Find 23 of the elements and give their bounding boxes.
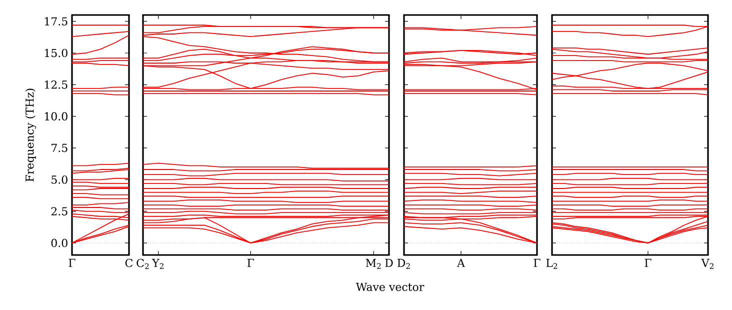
x-tick-label: D$_{2}$: [398, 258, 410, 269]
x-tick-label: M$_{2}$: [366, 258, 381, 269]
y-tick-label: 5.0: [52, 175, 68, 184]
x-tick-label: Γ: [644, 258, 652, 267]
x-tick-label: A: [456, 258, 466, 267]
y-tick-label: 0.0: [51, 238, 68, 248]
x-tick-label: Γ: [534, 258, 540, 267]
x-tick-label: Y$_{2}$: [152, 258, 164, 269]
x-axis-title: Wave vector: [356, 282, 424, 292]
y-tick-label: 2.5: [51, 207, 68, 216]
y-tick-label: 15.0: [44, 48, 68, 58]
x-tick-label: L$_{2}$: [546, 258, 558, 269]
y-tick-label: 12.5: [44, 80, 68, 89]
y-tick-label: 17.5: [44, 17, 68, 26]
x-tick-label: C$_{2}$: [136, 258, 149, 269]
y-tick-label: 10.0: [44, 112, 68, 120]
x-tick-label: V$_{2}$: [701, 258, 714, 269]
x-tick-label: Γ: [247, 258, 254, 267]
y-axis-title: Frequency (THz): [25, 88, 36, 182]
y-tick-label: 7.5: [52, 144, 68, 152]
x-tick-label: D: [385, 258, 393, 267]
x-tick-label: C: [125, 258, 133, 268]
x-tick-label: Γ: [68, 258, 76, 267]
